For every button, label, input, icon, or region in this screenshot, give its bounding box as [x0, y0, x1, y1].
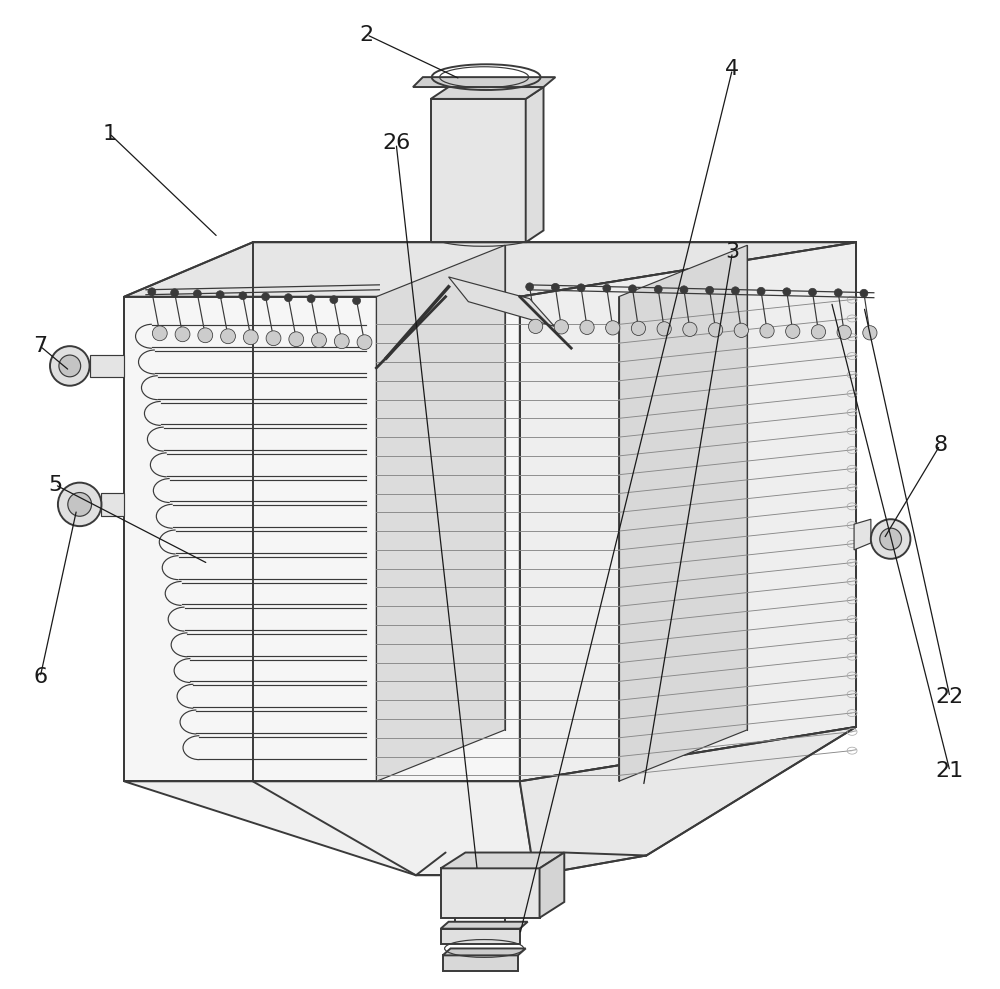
Circle shape — [175, 327, 190, 342]
Polygon shape — [520, 242, 856, 781]
Circle shape — [198, 328, 213, 343]
Circle shape — [171, 289, 179, 297]
Circle shape — [216, 291, 224, 299]
Circle shape — [580, 320, 594, 334]
Circle shape — [551, 283, 559, 292]
Circle shape — [577, 284, 585, 292]
Polygon shape — [413, 77, 555, 87]
Polygon shape — [520, 727, 856, 875]
Circle shape — [59, 355, 81, 377]
Circle shape — [243, 330, 258, 345]
Circle shape — [289, 332, 304, 347]
Circle shape — [654, 285, 662, 293]
Polygon shape — [124, 781, 535, 875]
Circle shape — [706, 287, 714, 295]
Circle shape — [239, 292, 247, 300]
Circle shape — [657, 321, 671, 336]
Circle shape — [284, 294, 292, 302]
Circle shape — [603, 285, 611, 293]
Circle shape — [148, 288, 156, 296]
Circle shape — [629, 285, 636, 293]
Circle shape — [783, 288, 791, 296]
Circle shape — [683, 322, 697, 336]
Text: 8: 8 — [933, 435, 947, 455]
Polygon shape — [124, 297, 520, 781]
Text: 1: 1 — [102, 124, 116, 143]
Circle shape — [734, 323, 748, 337]
Polygon shape — [90, 355, 124, 377]
Text: 22: 22 — [936, 687, 964, 707]
Circle shape — [786, 324, 800, 338]
Circle shape — [880, 528, 902, 550]
Circle shape — [631, 321, 646, 335]
Circle shape — [811, 324, 826, 339]
Polygon shape — [431, 87, 544, 99]
Polygon shape — [441, 922, 528, 929]
Text: 26: 26 — [382, 134, 410, 153]
Polygon shape — [443, 955, 518, 971]
Text: 4: 4 — [725, 59, 739, 79]
Circle shape — [834, 289, 842, 297]
Polygon shape — [854, 519, 871, 550]
Polygon shape — [441, 929, 520, 944]
Circle shape — [760, 323, 774, 338]
Circle shape — [757, 288, 765, 296]
Polygon shape — [431, 99, 526, 242]
Circle shape — [809, 289, 816, 297]
Circle shape — [330, 296, 338, 304]
Text: 2: 2 — [359, 25, 374, 45]
Polygon shape — [540, 853, 564, 918]
Text: 7: 7 — [33, 336, 47, 356]
Circle shape — [606, 320, 620, 335]
Circle shape — [554, 319, 568, 334]
Circle shape — [193, 290, 201, 298]
Text: 21: 21 — [936, 762, 964, 781]
Circle shape — [68, 493, 92, 516]
Circle shape — [266, 331, 281, 346]
Circle shape — [528, 319, 543, 333]
Polygon shape — [449, 277, 554, 326]
Polygon shape — [376, 245, 505, 781]
Circle shape — [837, 325, 851, 339]
Circle shape — [863, 325, 877, 340]
Circle shape — [871, 519, 910, 559]
Circle shape — [731, 287, 739, 295]
Text: 5: 5 — [48, 475, 62, 494]
Circle shape — [307, 295, 315, 303]
Circle shape — [312, 333, 326, 348]
Circle shape — [262, 293, 270, 301]
Circle shape — [334, 334, 349, 349]
Circle shape — [708, 322, 723, 337]
Polygon shape — [619, 245, 747, 781]
Circle shape — [58, 483, 101, 526]
Circle shape — [152, 326, 167, 341]
Polygon shape — [443, 948, 526, 955]
Polygon shape — [101, 493, 124, 516]
Circle shape — [50, 346, 90, 386]
Circle shape — [221, 328, 235, 344]
Polygon shape — [441, 853, 564, 868]
Polygon shape — [124, 242, 856, 297]
Circle shape — [680, 286, 688, 294]
Circle shape — [860, 289, 868, 297]
Polygon shape — [526, 87, 544, 242]
Text: 6: 6 — [33, 668, 47, 687]
Text: 3: 3 — [725, 242, 739, 262]
Circle shape — [526, 283, 534, 291]
Circle shape — [353, 297, 361, 305]
Circle shape — [357, 335, 372, 350]
Bar — [441, 868, 540, 918]
